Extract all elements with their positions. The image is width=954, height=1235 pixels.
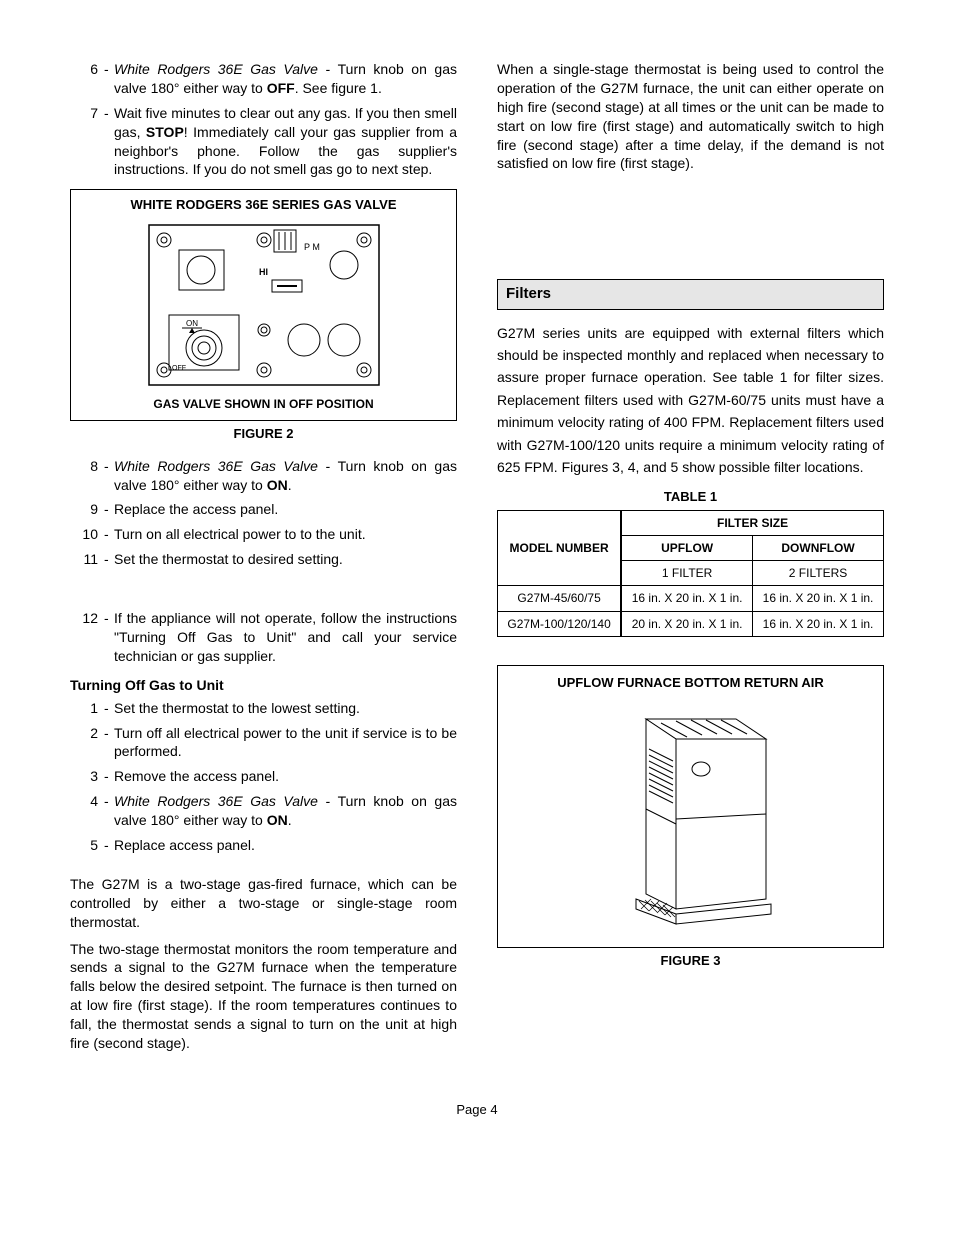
th-model: MODEL NUMBER xyxy=(498,510,622,586)
list-number: 5 xyxy=(70,836,104,855)
th-2filters: 2 FILTERS xyxy=(753,561,884,586)
list-text: White Rodgers 36E Gas Valve - Turn knob … xyxy=(114,457,457,495)
right-column: When a single-stage thermostat is being … xyxy=(497,60,884,1061)
list-text: Replace access panel. xyxy=(114,836,457,855)
svg-text:P M: P M xyxy=(304,242,320,252)
list-item: 8-White Rodgers 36E Gas Valve - Turn kno… xyxy=(70,457,457,495)
list-text: If the appliance will not operate, follo… xyxy=(114,609,457,666)
list-text: Set the thermostat to the lowest setting… xyxy=(114,699,457,718)
th-upflow: UPFLOW xyxy=(621,536,752,561)
list-number: 4 xyxy=(70,792,104,830)
list-c: 12-If the appliance will not operate, fo… xyxy=(70,609,457,666)
list-text: Remove the access panel. xyxy=(114,767,457,786)
figure-3-title: UPFLOW FURNACE BOTTOM RETURN AIR xyxy=(506,674,875,692)
list-item: 2-Turn off all electrical power to the u… xyxy=(70,724,457,762)
filter-table: MODEL NUMBER FILTER SIZE UPFLOW DOWNFLOW… xyxy=(497,510,884,637)
list-item: 1-Set the thermostat to the lowest setti… xyxy=(70,699,457,718)
list-item: 6-White Rodgers 36E Gas Valve - Turn kno… xyxy=(70,60,457,98)
figure-2-label: FIGURE 2 xyxy=(70,425,457,443)
list-number: 6 xyxy=(70,60,104,98)
list-item: 5-Replace access panel. xyxy=(70,836,457,855)
th-downflow: DOWNFLOW xyxy=(753,536,884,561)
list-number: 3 xyxy=(70,767,104,786)
list-number: 11 xyxy=(70,550,104,569)
list-number: 2 xyxy=(70,724,104,762)
th-1filter: 1 FILTER xyxy=(621,561,752,586)
figure-3-label: FIGURE 3 xyxy=(497,952,884,970)
table-row: G27M-45/60/75 16 in. X 20 in. X 1 in. 16… xyxy=(498,586,884,611)
figure-3-box: UPFLOW FURNACE BOTTOM RETURN AIR xyxy=(497,665,884,949)
list-item: 4-White Rodgers 36E Gas Valve - Turn kno… xyxy=(70,792,457,830)
furnace-diagram xyxy=(591,699,791,939)
list-a: 6-White Rodgers 36E Gas Valve - Turn kno… xyxy=(70,60,457,179)
list-number: 1 xyxy=(70,699,104,718)
list-item: 7-Wait five minutes to clear out any gas… xyxy=(70,104,457,180)
svg-text:OFF: OFF xyxy=(172,365,186,372)
list-item: 11-Set the thermostat to desired setting… xyxy=(70,550,457,569)
para-filters: G27M series units are equipped with exte… xyxy=(497,322,884,479)
page-number: Page 4 xyxy=(70,1101,884,1119)
svg-text:ON: ON xyxy=(186,319,198,328)
list-text: Set the thermostat to desired setting. xyxy=(114,550,457,569)
list-item: 12-If the appliance will not operate, fo… xyxy=(70,609,457,666)
list-item: 3-Remove the access panel. xyxy=(70,767,457,786)
figure-2-title: WHITE RODGERS 36E SERIES GAS VALVE xyxy=(79,196,448,214)
list-number: 10 xyxy=(70,525,104,544)
list-number: 9 xyxy=(70,500,104,519)
para-g27m-1: The G27M is a two-stage gas-fired furnac… xyxy=(70,875,457,932)
list-d: 1-Set the thermostat to the lowest setti… xyxy=(70,699,457,855)
th-filtersize: FILTER SIZE xyxy=(621,510,883,535)
list-number: 8 xyxy=(70,457,104,495)
list-text: Turn off all electrical power to the uni… xyxy=(114,724,457,762)
list-text: Replace the access panel. xyxy=(114,500,457,519)
list-text: Turn on all electrical power to to the u… xyxy=(114,525,457,544)
gas-valve-diagram: P M HI ON OFF xyxy=(144,220,384,390)
list-b: 8-White Rodgers 36E Gas Valve - Turn kno… xyxy=(70,457,457,569)
list-text: White Rodgers 36E Gas Valve - Turn knob … xyxy=(114,60,457,98)
para-g27m-2: The two-stage thermostat monitors the ro… xyxy=(70,940,457,1053)
list-text: Wait five minutes to clear out any gas. … xyxy=(114,104,457,180)
table-1-label: TABLE 1 xyxy=(497,488,884,506)
list-text: White Rodgers 36E Gas Valve - Turn knob … xyxy=(114,792,457,830)
left-column: 6-White Rodgers 36E Gas Valve - Turn kno… xyxy=(70,60,457,1061)
figure-2-caption: GAS VALVE SHOWN IN OFF POSITION xyxy=(79,396,448,412)
list-number: 12 xyxy=(70,609,104,666)
list-number: 7 xyxy=(70,104,104,180)
figure-2-box: WHITE RODGERS 36E SERIES GAS VALVE P M xyxy=(70,189,457,421)
subhead-turning-off: Turning Off Gas to Unit xyxy=(70,676,457,695)
para-right-top: When a single-stage thermostat is being … xyxy=(497,60,884,173)
section-filters: Filters xyxy=(497,279,884,309)
table-row: G27M-100/120/140 20 in. X 20 in. X 1 in.… xyxy=(498,611,884,636)
svg-text:HI: HI xyxy=(259,267,268,277)
list-item: 10-Turn on all electrical power to to th… xyxy=(70,525,457,544)
list-item: 9-Replace the access panel. xyxy=(70,500,457,519)
